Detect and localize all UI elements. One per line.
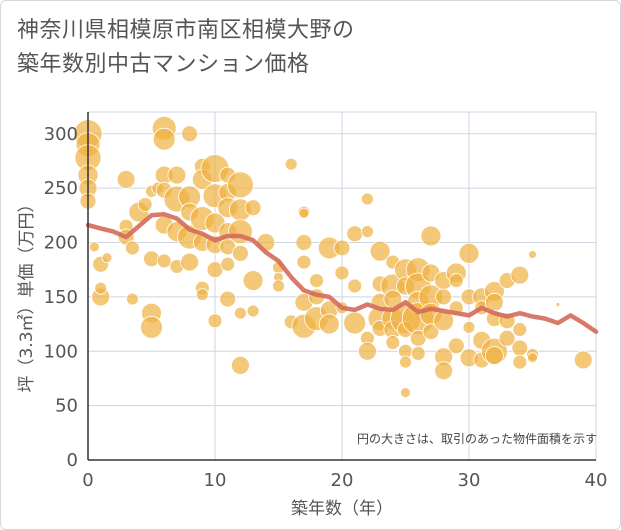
data-point: [528, 250, 537, 259]
chart-title: 神奈川県相模原市南区相模大野の 築年数別中古マンション価格: [17, 18, 355, 77]
data-point: [434, 361, 454, 381]
data-point: [510, 265, 530, 285]
y-tick-label: 300: [44, 124, 78, 145]
data-point: [143, 250, 160, 268]
data-point: [422, 323, 440, 341]
data-point: [385, 335, 401, 350]
y-tick-label: 250: [44, 178, 78, 199]
data-point: [156, 253, 172, 269]
data-point: [207, 313, 223, 329]
data-point: [527, 352, 538, 364]
data-point: [309, 273, 325, 288]
data-point: [298, 207, 310, 219]
data-point: [462, 320, 476, 334]
x-tick-label: 10: [204, 470, 227, 491]
y-tick-label: 100: [44, 341, 78, 362]
data-point: [458, 242, 480, 264]
x-tick-label: 40: [585, 470, 608, 491]
data-point: [369, 240, 391, 262]
data-point: [220, 256, 236, 272]
x-tick-label: 30: [458, 470, 481, 491]
data-point: [126, 292, 139, 306]
data-point: [512, 322, 528, 337]
data-point: [420, 225, 442, 247]
data-point: [272, 279, 285, 293]
data-point: [180, 252, 200, 272]
data-point: [152, 127, 176, 151]
data-point: [231, 244, 249, 262]
data-point: [512, 354, 528, 370]
data-point: [295, 234, 313, 251]
bubble-layer: [73, 115, 593, 398]
data-point: [435, 288, 453, 306]
data-point: [246, 304, 260, 318]
data-point: [219, 290, 237, 308]
data-point: [498, 329, 516, 347]
data-point: [125, 240, 140, 256]
data-point: [447, 337, 465, 355]
y-tick-label: 150: [44, 287, 78, 308]
y-axis-label: 坪（3.3㎡）単価（万円）: [17, 195, 37, 392]
x-tick-label: 20: [331, 470, 354, 491]
data-point: [347, 278, 363, 294]
axis-layer: 0 10 20 30 40 0 50 100 150 200 250 300: [44, 112, 608, 491]
grid-layer: [87, 111, 597, 461]
data-point: [343, 311, 367, 335]
size-note: 円の大きさは、取引のあった物件面積を示す: [357, 431, 597, 446]
data-point: [334, 265, 350, 281]
data-point: [448, 273, 464, 288]
data-point: [555, 302, 561, 307]
data-point: [181, 125, 199, 143]
data-point: [167, 165, 187, 185]
data-point: [195, 288, 209, 302]
data-point: [400, 387, 411, 398]
data-point: [410, 346, 426, 361]
data-point: [244, 199, 262, 217]
y-tick-label: 0: [67, 450, 78, 471]
trend-line-layer: [85, 211, 599, 334]
data-point: [94, 281, 108, 295]
data-point: [333, 239, 351, 257]
data-point: [101, 252, 113, 264]
data-point: [296, 254, 312, 270]
x-tick-label: 0: [82, 470, 93, 491]
data-point: [242, 270, 264, 291]
data-point: [360, 225, 374, 239]
data-point: [346, 225, 364, 243]
data-point: [357, 341, 377, 361]
data-point: [230, 355, 250, 375]
data-point: [88, 241, 100, 253]
data-point: [511, 339, 529, 357]
data-point: [284, 157, 298, 171]
data-point: [360, 192, 374, 206]
y-tick-label: 50: [55, 396, 78, 417]
data-point: [226, 171, 254, 199]
data-point: [399, 355, 412, 369]
y-tick-label: 200: [44, 233, 78, 254]
x-axis-label: 築年数（年）: [291, 499, 393, 519]
data-point: [484, 346, 504, 366]
data-point: [116, 170, 136, 189]
trend-line: [85, 211, 599, 334]
data-point: [137, 197, 153, 212]
data-point: [573, 350, 593, 370]
data-point: [233, 306, 247, 320]
data-point: [318, 313, 340, 335]
data-point: [140, 315, 163, 339]
